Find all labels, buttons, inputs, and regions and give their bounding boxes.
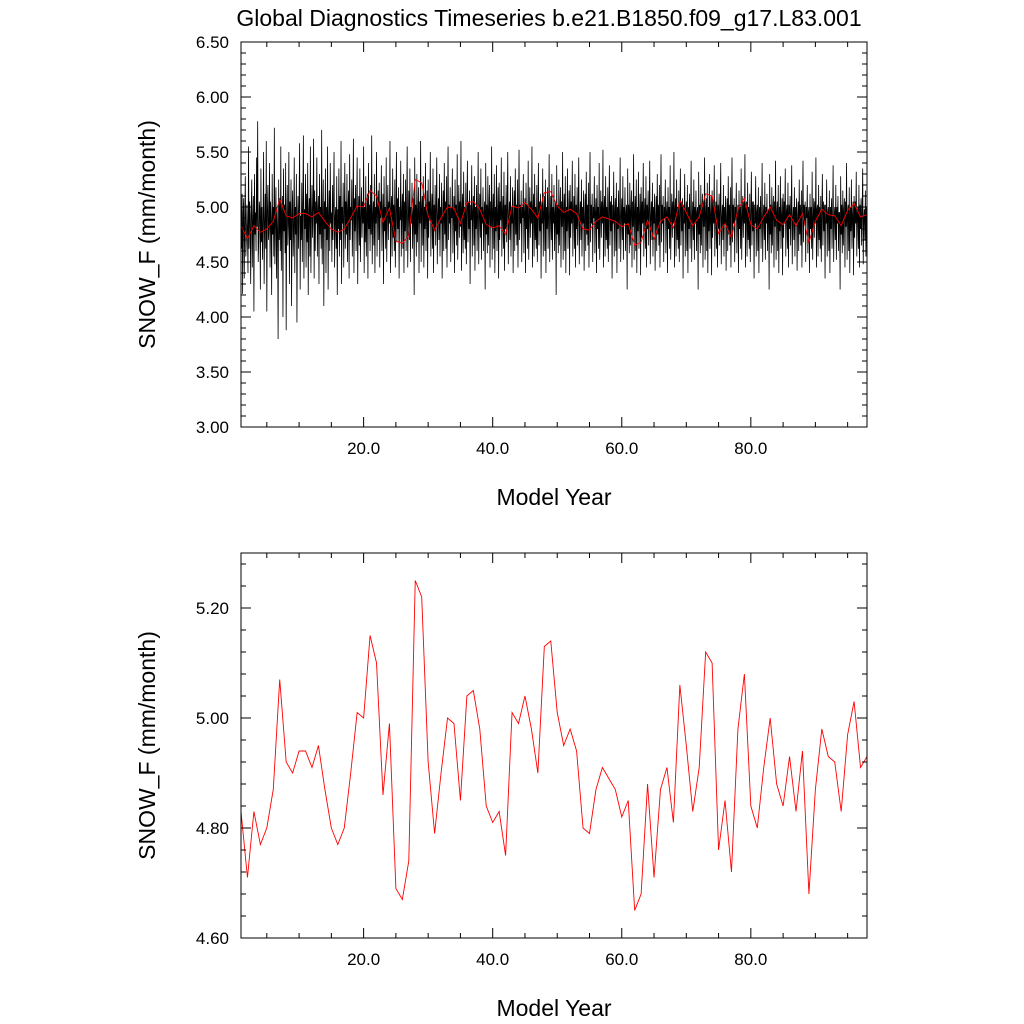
x-tick-label: 40.0 [476, 439, 509, 458]
y-tick-label: 3.00 [196, 418, 229, 437]
x-tick-label: 40.0 [476, 950, 509, 969]
x-axis-label: Model Year [496, 995, 611, 1021]
x-tick-label: 20.0 [347, 439, 380, 458]
y-tick-label: 5.00 [196, 709, 229, 728]
x-tick-label: 80.0 [734, 439, 767, 458]
y-tick-label: 6.50 [196, 33, 229, 52]
x-axis-label: Model Year [496, 484, 611, 510]
y-tick-label: 6.00 [196, 88, 229, 107]
y-tick-label: 4.80 [196, 819, 229, 838]
series-line-1 [241, 121, 867, 340]
x-tick-label: 20.0 [347, 950, 380, 969]
x-tick-label: 60.0 [605, 950, 638, 969]
plot-frame [240, 552, 868, 939]
y-axis-label: SNOW_F (mm/month) [134, 631, 160, 860]
chart-panel-1: 20.0 40.0 60.0 80.0 3.00 3.50 4.00 4.50 5.00 5.50… [134, 33, 868, 510]
y-tick-label: 5.20 [196, 599, 229, 618]
figure-title: Global Diagnostics Timeseries b.e21.B185… [236, 5, 861, 31]
y-axis-label: SNOW_F (mm/month) [134, 120, 160, 349]
y-tick-label: 5.50 [196, 143, 229, 162]
y-tick-label: 4.00 [196, 308, 229, 327]
y-tick-label: 4.60 [196, 929, 229, 948]
x-tick-label: 60.0 [605, 439, 638, 458]
chart-panel-2: 20.0 40.0 60.0 80.0 4.60 4.80 5.00 5.20 Model Ye… [134, 552, 868, 1021]
series-line-1 [241, 580, 867, 911]
y-tick-label: 4.50 [196, 253, 229, 272]
plot-frame [240, 41, 868, 428]
y-tick-label: 5.00 [196, 198, 229, 217]
series-line-2 [241, 178, 867, 247]
x-tick-label: 80.0 [734, 950, 767, 969]
y-tick-label: 3.50 [196, 363, 229, 382]
